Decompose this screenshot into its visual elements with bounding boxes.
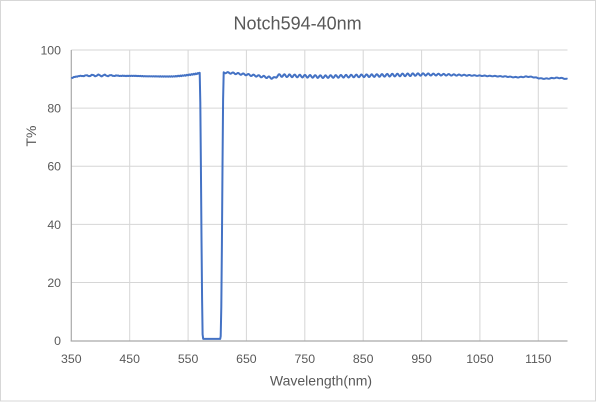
svg-text:850: 850 bbox=[353, 352, 374, 366]
svg-text:1150: 1150 bbox=[525, 352, 552, 366]
svg-text:80: 80 bbox=[47, 102, 61, 116]
svg-text:450: 450 bbox=[119, 352, 140, 366]
svg-text:750: 750 bbox=[295, 352, 316, 366]
svg-text:1050: 1050 bbox=[466, 352, 494, 366]
svg-text:Notch594-40nm: Notch594-40nm bbox=[234, 14, 362, 34]
svg-text:100: 100 bbox=[40, 43, 61, 57]
svg-text:950: 950 bbox=[411, 352, 432, 366]
svg-text:40: 40 bbox=[47, 218, 61, 232]
svg-text:T%: T% bbox=[23, 126, 39, 147]
svg-text:20: 20 bbox=[47, 276, 61, 290]
svg-text:Wavelength(nm): Wavelength(nm) bbox=[270, 373, 372, 389]
svg-text:0: 0 bbox=[54, 334, 61, 348]
svg-text:550: 550 bbox=[178, 352, 199, 366]
svg-text:60: 60 bbox=[47, 160, 61, 174]
svg-text:350: 350 bbox=[61, 352, 82, 366]
svg-text:650: 650 bbox=[236, 352, 257, 366]
